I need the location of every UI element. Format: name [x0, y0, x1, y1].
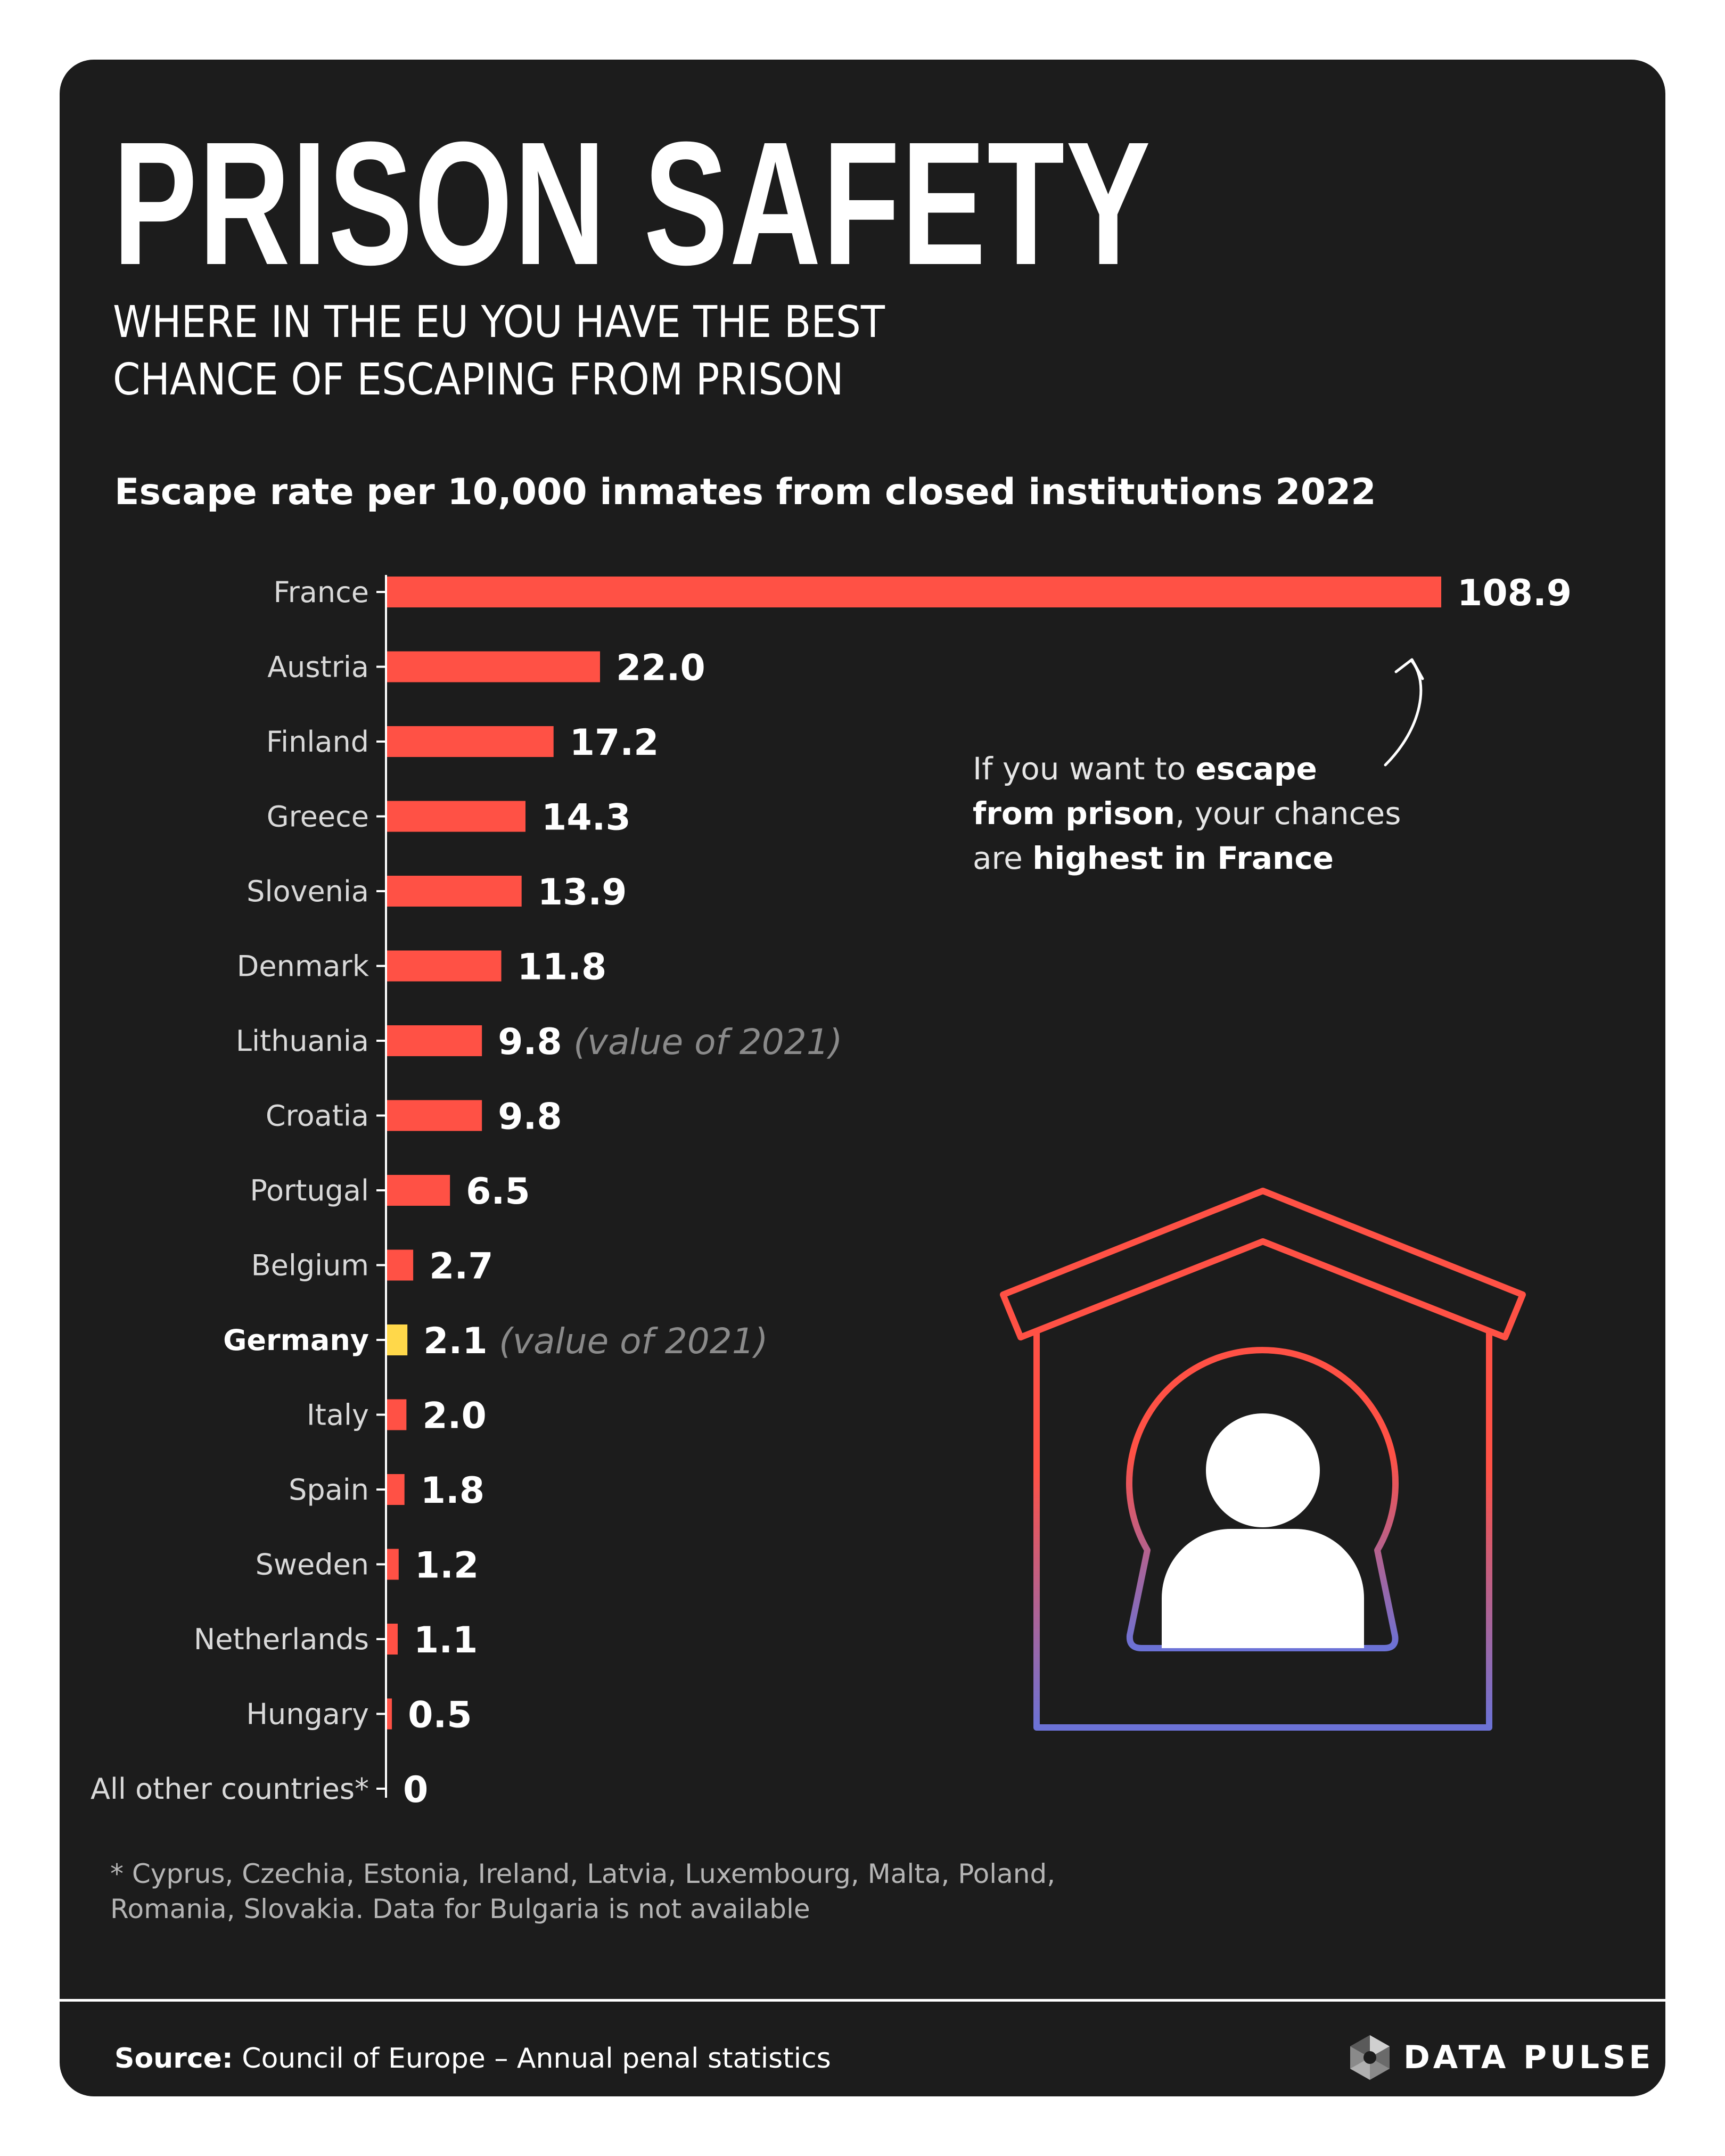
bar: [387, 1100, 482, 1131]
data-label: 9.8: [498, 1096, 562, 1138]
data-label: 2.0: [422, 1395, 486, 1437]
data-label: 0.5: [408, 1694, 472, 1737]
data-label: 2.1: [423, 1320, 487, 1362]
bar: [387, 1549, 399, 1580]
data-label: 108.9: [1457, 572, 1572, 614]
data-label: 1.2: [415, 1545, 479, 1587]
chart-annotation: If you want to escape from prison, your c…: [973, 746, 1452, 880]
bar-chart: France 108.9 Austria 22.0 Finland 17.2 Greece 1…: [91, 572, 1572, 1811]
category-label: Germany: [223, 1323, 369, 1357]
data-label: 17.2: [570, 722, 659, 764]
bar: [387, 1324, 408, 1355]
category-label: Denmark: [237, 950, 369, 983]
annotation-bold: from prison: [973, 795, 1175, 832]
bar: [387, 1249, 414, 1281]
data-label: 1.8: [421, 1470, 484, 1512]
bar: [387, 950, 502, 982]
footnote: * Cyprus, Czechia, Estonia, Ireland, Lat…: [110, 1858, 1056, 1924]
data-note: (value of 2021): [499, 1321, 768, 1362]
data-label: 9.8: [498, 1021, 562, 1063]
data-label: 6.5: [466, 1171, 530, 1213]
footer-divider: [60, 1999, 1665, 2002]
category-label: Italy: [307, 1398, 369, 1432]
category-label: France: [273, 575, 369, 609]
category-label: Lithuania: [236, 1024, 369, 1058]
annotation-text: are: [973, 840, 1033, 876]
category-label: Greece: [267, 800, 369, 834]
category-label: Spain: [289, 1473, 369, 1507]
bar: [387, 726, 554, 757]
bar: [387, 1175, 450, 1206]
prison-house-keyhole-icon: [1000, 1188, 1526, 1731]
category-label: Hungary: [246, 1698, 369, 1731]
category-label: Portugal: [250, 1174, 369, 1207]
bar: [387, 1624, 398, 1655]
chart-title: Escape rate per 10,000 inmates from clos…: [114, 471, 1376, 513]
data-label: 0: [403, 1769, 428, 1811]
data-label: 14.3: [541, 797, 631, 839]
data-label: 13.9: [538, 871, 627, 914]
category-label: Belgium: [251, 1249, 369, 1282]
brand-logo: DATA PULSE: [1348, 2034, 1654, 2081]
source-text: Council of Europe – Annual penal statist…: [233, 2043, 831, 2075]
curved-arrow-icon: [1384, 658, 1424, 767]
data-label: 2.7: [429, 1246, 493, 1288]
category-label: Netherlands: [194, 1623, 369, 1656]
annotation-text: If you want to: [973, 751, 1196, 787]
source-line: Source: Council of Europe – Annual penal…: [114, 2040, 831, 2077]
bar: [387, 801, 525, 832]
bar: [387, 651, 600, 682]
data-note: (value of 2021): [573, 1022, 842, 1063]
bar: [387, 1474, 405, 1505]
annotation-text: , your chances: [1174, 795, 1401, 832]
page-subtitle: WHERE IN THE EU YOU HAVE THE BEST CHANCE…: [113, 297, 885, 405]
data-label: 11.8: [518, 947, 607, 989]
annotation-bold: escape: [1195, 751, 1317, 787]
data-pulse-logo-icon: [1350, 2035, 1390, 2080]
category-label: Austria: [267, 651, 369, 684]
data-label: 22.0: [616, 647, 705, 689]
annotation-bold: highest in France: [1032, 840, 1334, 876]
category-label: All other countries*: [91, 1772, 369, 1806]
category-label: Croatia: [266, 1099, 369, 1133]
category-label: Sweden: [256, 1548, 369, 1582]
category-label: Finland: [266, 725, 369, 759]
bar: [387, 1025, 482, 1056]
bar: [387, 876, 522, 907]
bar: [387, 1399, 407, 1430]
bar: [387, 1698, 392, 1730]
infographic-card: PRISON SAFETY WHERE IN THE EU YOU HAVE T…: [60, 60, 1665, 2096]
data-label: 1.1: [414, 1619, 478, 1661]
bar: [387, 577, 1441, 607]
page-title: PRISON SAFETY: [113, 105, 1152, 301]
source-label: Source:: [114, 2043, 233, 2075]
brand-name: DATA PULSE: [1403, 2039, 1654, 2076]
category-label: Slovenia: [247, 875, 369, 908]
